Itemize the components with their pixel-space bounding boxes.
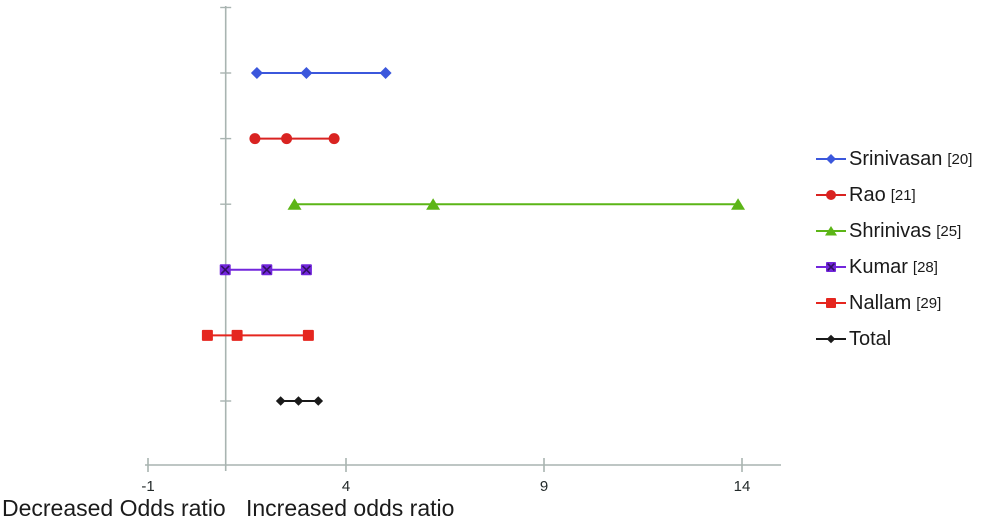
increased-odds-caption: Increased odds ratio [246, 495, 455, 519]
x-tick-label-9: 9 [539, 478, 549, 495]
x-tick-label-14: 14 [733, 478, 751, 495]
legend-ref: [29] [916, 294, 942, 312]
series-rao [249, 133, 340, 145]
series-shrinivas [287, 198, 746, 210]
shrinivas-marker-icon [816, 226, 846, 236]
series-kumar [219, 264, 312, 276]
legend-item-srinivasan: Srinivasan [20] [814, 141, 972, 177]
kumar-marker-icon [816, 262, 846, 272]
nallam-marker-icon [816, 298, 846, 308]
series-total [275, 396, 324, 406]
legend-label: Nallam [849, 291, 912, 314]
legend-label: Shrinivas [849, 219, 932, 242]
legend-label: Kumar [849, 255, 908, 278]
x-tick-label-4: 4 [341, 478, 351, 495]
legend-item-nallam: Nallam [29] [814, 285, 972, 321]
legend-item-kumar: Kumar [28] [814, 249, 972, 285]
series-nallam [201, 329, 314, 341]
legend-item-shrinivas: Shrinivas [25] [814, 213, 972, 249]
legend-ref: [28] [912, 258, 938, 276]
x-tick-label-minus1: -1 [141, 478, 155, 495]
total-marker-icon [816, 334, 846, 344]
axes [145, 6, 781, 472]
legend-label: Rao [849, 183, 886, 206]
legend-label: Total [849, 327, 892, 350]
legend-item-rao: Rao [21] [814, 177, 972, 213]
rao-marker-icon [816, 190, 846, 200]
legend-ref: [25] [936, 222, 962, 240]
legend-ref: [21] [890, 186, 916, 204]
legend-item-total: Total [814, 321, 972, 357]
series-srinivasan [250, 67, 392, 79]
legend-ref: [20] [947, 150, 973, 168]
legend-label: Srinivasan [849, 147, 943, 170]
decreased-odds-caption: Decreased Odds ratio [2, 495, 226, 519]
legend: Srinivasan [20] Rao [21] Shrinivas [25] … [814, 141, 972, 357]
srinivasan-marker-icon [816, 154, 846, 164]
